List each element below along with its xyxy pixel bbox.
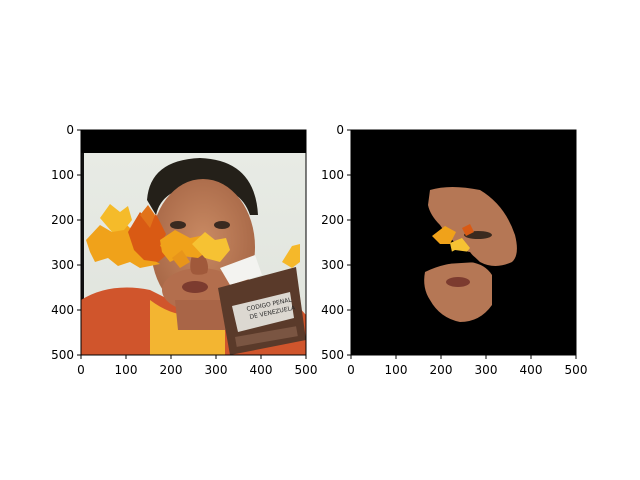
right-mask-image: [351, 130, 576, 355]
book: CODIGO PENAL DE VENEZUELA: [218, 267, 306, 355]
left-xtick-label: 100: [115, 363, 138, 377]
right-xtick-label: 400: [520, 363, 543, 377]
right-axes-frame: [350, 129, 577, 356]
left-ytick-label: 100: [51, 168, 74, 182]
mouth: [182, 281, 208, 293]
right-ytick-label: 200: [321, 213, 344, 227]
left-xtick-label: 0: [77, 363, 85, 377]
hair: [147, 158, 258, 215]
left-xtick-label: 500: [295, 363, 318, 377]
left-ytick-label: 300: [51, 258, 74, 272]
right-ytick-label: 400: [321, 303, 344, 317]
autumn-leaves: [86, 204, 300, 268]
right-xtick-label: 500: [565, 363, 588, 377]
left-xtick-label: 200: [160, 363, 183, 377]
left-image: CODIGO PENAL DE VENEZUELA: [81, 130, 306, 355]
mask-leaf-fragment: [432, 226, 456, 244]
right-ytick-label: 300: [321, 258, 344, 272]
right-xtick-label: 100: [385, 363, 408, 377]
left-axes-frame: [80, 129, 307, 356]
left-xtick-label: 400: [250, 363, 273, 377]
left-ytick-label: 500: [51, 348, 74, 362]
left-ytick-label: 200: [51, 213, 74, 227]
black-band: [81, 130, 306, 153]
left-ytick-label: 0: [66, 123, 74, 137]
right-ytick-label: 100: [321, 168, 344, 182]
right-ytick-label: 0: [336, 123, 344, 137]
right-xtick-label: 200: [430, 363, 453, 377]
left-xtick-label: 300: [205, 363, 228, 377]
mask-lower-region: [424, 262, 492, 322]
right-xtick-label: 0: [347, 363, 355, 377]
right-ytick-label: 500: [321, 348, 344, 362]
right-xtick-label: 300: [475, 363, 498, 377]
mask-upper-region: [428, 187, 517, 266]
left-ytick-label: 400: [51, 303, 74, 317]
